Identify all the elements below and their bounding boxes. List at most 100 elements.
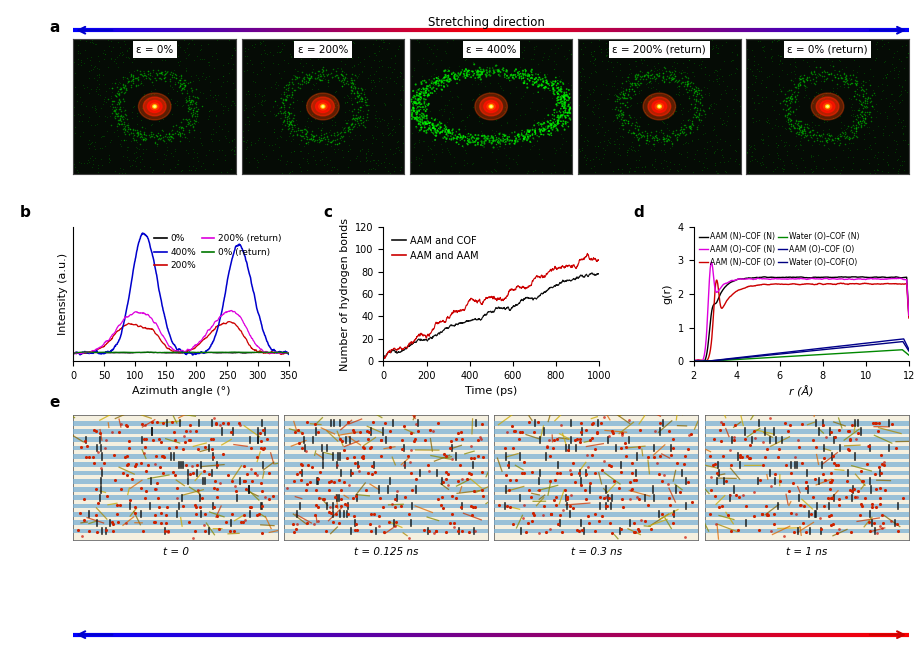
Point xyxy=(459,148,474,158)
Point xyxy=(75,127,90,137)
Point xyxy=(856,102,871,113)
Point xyxy=(588,526,602,537)
Point xyxy=(727,107,742,118)
Point xyxy=(674,164,688,175)
Point xyxy=(487,135,501,146)
Point xyxy=(790,163,805,173)
Point xyxy=(789,127,803,138)
Point xyxy=(367,69,382,79)
Point xyxy=(715,144,730,154)
Point xyxy=(551,112,565,122)
Point xyxy=(325,120,340,130)
Point xyxy=(145,41,160,51)
Point xyxy=(315,135,330,145)
Point xyxy=(137,132,151,143)
Point xyxy=(442,125,456,135)
Point xyxy=(458,55,473,66)
Point xyxy=(626,41,641,52)
Point xyxy=(705,41,720,52)
Point xyxy=(431,123,446,133)
Point xyxy=(586,51,600,62)
Point xyxy=(582,88,597,99)
Point xyxy=(317,129,331,140)
Point xyxy=(687,154,701,164)
Point xyxy=(649,73,664,83)
Point xyxy=(420,114,434,125)
Point xyxy=(437,122,452,132)
Point xyxy=(314,64,329,74)
Point xyxy=(341,124,356,134)
Point xyxy=(868,137,883,148)
Point xyxy=(300,154,315,164)
Point xyxy=(681,122,696,133)
Point xyxy=(113,78,128,89)
Point xyxy=(759,509,774,520)
Point xyxy=(612,123,627,133)
Point xyxy=(899,51,913,62)
Point xyxy=(319,64,333,74)
Point xyxy=(862,38,877,49)
Point xyxy=(153,517,168,528)
Point xyxy=(521,129,536,140)
Point xyxy=(798,82,812,93)
Point xyxy=(759,501,774,511)
Point xyxy=(717,56,732,66)
Point xyxy=(744,154,759,165)
Point xyxy=(336,41,351,52)
Point xyxy=(413,102,428,112)
Point xyxy=(442,148,457,159)
Point xyxy=(615,78,630,88)
Point xyxy=(866,85,880,95)
Point xyxy=(680,77,695,87)
Point xyxy=(693,98,708,108)
Point xyxy=(198,509,213,519)
Point xyxy=(863,96,878,106)
Point xyxy=(694,92,709,102)
Point xyxy=(875,41,890,52)
Point xyxy=(672,487,687,497)
Point xyxy=(66,57,81,67)
Point xyxy=(345,78,360,88)
Point xyxy=(291,425,306,436)
Point xyxy=(685,120,700,131)
Circle shape xyxy=(311,97,334,116)
Point xyxy=(316,160,330,171)
Point xyxy=(250,451,264,462)
Point xyxy=(305,135,319,145)
Point xyxy=(879,72,893,82)
Point xyxy=(342,77,357,87)
Point xyxy=(355,116,370,127)
Point xyxy=(543,120,558,131)
Point xyxy=(410,95,425,106)
Point xyxy=(655,117,670,127)
Point xyxy=(816,453,831,463)
Point xyxy=(709,74,723,84)
Point xyxy=(558,112,573,123)
Point xyxy=(691,85,706,95)
Point xyxy=(546,83,561,93)
Point xyxy=(786,121,800,131)
Point xyxy=(839,75,854,85)
Point xyxy=(796,518,811,529)
Point xyxy=(857,117,872,127)
Point xyxy=(860,441,875,451)
Point xyxy=(420,87,434,98)
Point xyxy=(387,493,402,504)
Point xyxy=(282,108,297,118)
Point xyxy=(785,89,800,100)
Circle shape xyxy=(487,103,495,110)
Point xyxy=(140,69,155,79)
Point xyxy=(856,476,870,486)
Point xyxy=(282,108,297,119)
Point xyxy=(850,112,865,122)
Point xyxy=(383,425,397,436)
Point xyxy=(527,134,542,145)
Point xyxy=(765,35,779,46)
Point xyxy=(106,105,121,116)
Point xyxy=(153,68,168,78)
Point xyxy=(289,519,304,530)
Point xyxy=(135,51,150,61)
Point xyxy=(284,118,298,129)
Point xyxy=(162,164,177,175)
Point xyxy=(343,82,358,93)
